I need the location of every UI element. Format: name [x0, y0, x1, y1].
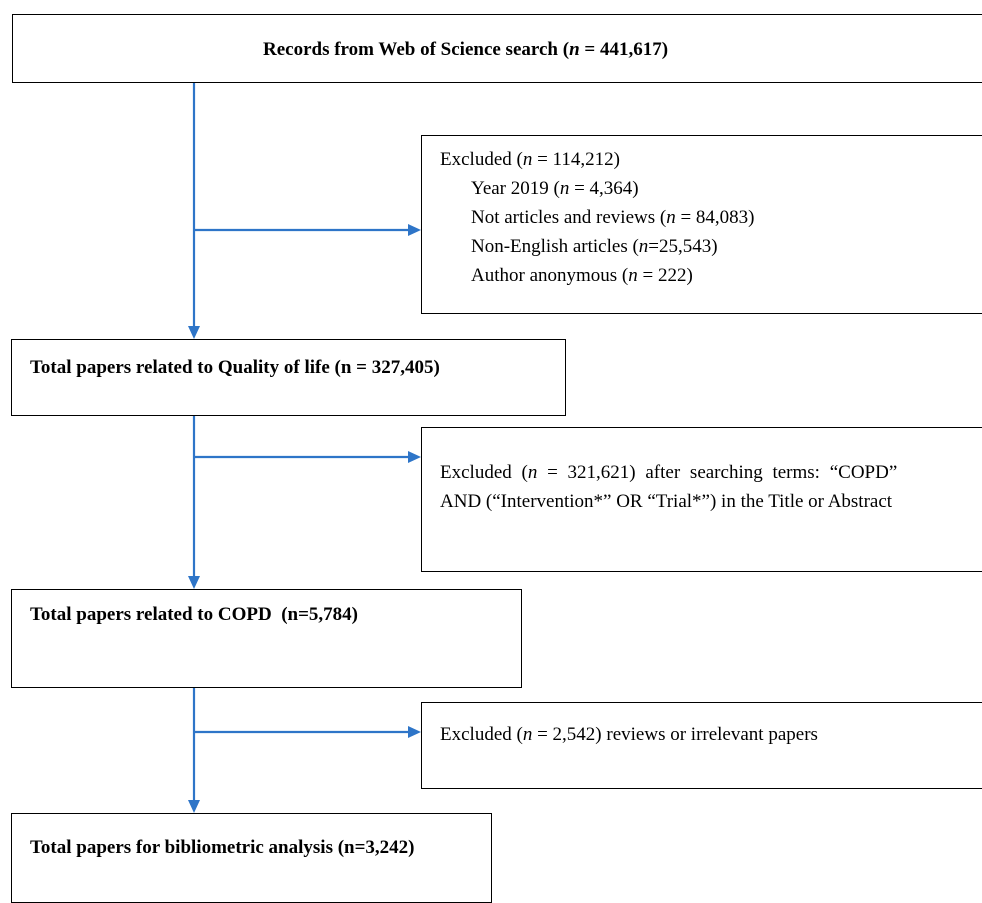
flow-connectors — [188, 83, 421, 813]
exclusion-1-item-year: Year 2019 (n = 4,364) — [471, 178, 639, 199]
exclusion-1-item-type: Not articles and reviews (n = 84,083) — [471, 207, 755, 228]
exclusion-box-2: Excluded (n = 321,621) after searching t… — [421, 427, 982, 572]
arrowhead-down-2 — [188, 576, 200, 589]
exclusion-1-item-author: Author anonymous (n = 222) — [471, 265, 693, 286]
exclusion-2-line-2: AND (“Intervention*” OR “Trial*”) in the… — [440, 491, 893, 512]
arrowhead-right-1 — [408, 224, 421, 236]
exclusion-box-1: Excluded (n = 114,212) Year 2019 (n = 4,… — [421, 135, 982, 314]
copd-box: Total papers related to COPD (n=5,784) — [11, 589, 522, 688]
exclusion-1-item-language: Non-English articles (n=25,543) — [471, 236, 718, 257]
exclusion-box-3: Excluded (n = 2,542) reviews or irreleva… — [421, 702, 982, 789]
quality-of-life-box: Total papers related to Quality of life … — [11, 339, 566, 416]
quality-of-life-text: Total papers related to Quality of life … — [30, 357, 440, 378]
final-analysis-text: Total papers for bibliometric analysis (… — [30, 837, 415, 858]
arrowhead-down-3 — [188, 800, 200, 813]
arrowhead-right-2 — [408, 451, 421, 463]
exclusion-3-text: Excluded (n = 2,542) reviews or irreleva… — [440, 724, 818, 745]
final-analysis-box: Total papers for bibliometric analysis (… — [11, 813, 492, 903]
records-box: Records from Web of Science search (n = … — [12, 14, 982, 83]
exclusion-2-line-1: Excluded (n = 321,621) after searching t… — [440, 462, 898, 483]
records-text: Records from Web of Science search (n = … — [263, 39, 669, 60]
arrowhead-right-3 — [408, 726, 421, 738]
copd-text: Total papers related to COPD (n=5,784) — [30, 604, 359, 625]
arrowhead-down-1 — [188, 326, 200, 339]
exclusion-1-title: Excluded (n = 114,212) — [440, 149, 620, 170]
